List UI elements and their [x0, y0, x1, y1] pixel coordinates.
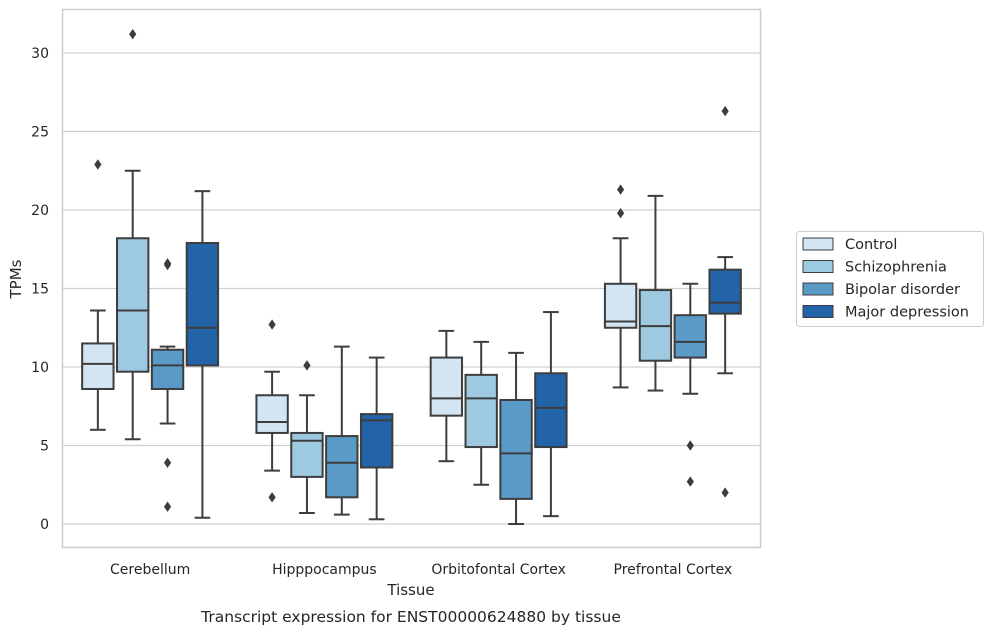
x-tick-label: Prefrontal Cortex [614, 562, 733, 578]
chart-title: Transcript expression for ENST0000062488… [200, 608, 621, 626]
box-iqr [708, 268, 742, 315]
box-mark [673, 282, 707, 487]
box-iqr [499, 398, 533, 500]
y-tick-label: 10 [31, 360, 49, 376]
legend-label: Major depression [845, 305, 969, 321]
legend-swatch [802, 282, 834, 296]
outlier-point [163, 457, 172, 468]
outlier-point [686, 476, 694, 487]
legend-label: Bipolar disorder [845, 282, 960, 298]
y-axis-ticks: 0 5 10 15 20 25 30 [31, 46, 49, 533]
box-mark [499, 351, 533, 525]
series-control [81, 159, 638, 503]
legend-swatch [802, 237, 834, 251]
y-tick-label: 20 [31, 203, 49, 219]
y-tick-label: 25 [31, 125, 49, 141]
box-iqr [359, 413, 394, 469]
legend-swatch [802, 305, 834, 318]
plot-frame [61, 8, 762, 549]
box-mark [534, 311, 568, 518]
box-iqr [81, 342, 115, 390]
y-axis-label: TPMs [7, 259, 25, 299]
outlier-point [686, 440, 694, 451]
series-major-depression [185, 105, 742, 521]
box-mark [81, 159, 115, 431]
outlier-point [721, 105, 729, 117]
box-series-group [81, 28, 742, 525]
box-iqr [464, 373, 498, 449]
box-mark [185, 190, 220, 519]
box-mark [116, 28, 150, 441]
legend-label: Schizophrenia [845, 260, 947, 276]
box-mark [464, 340, 498, 486]
box-mark [603, 184, 638, 389]
box-iqr [150, 348, 185, 390]
y-tick-label: 30 [31, 46, 49, 62]
x-axis-ticks: Cerebellum Hipppocampus Orbitofontal Corte… [110, 562, 732, 578]
box-mark [290, 360, 324, 515]
x-tick-label: Cerebellum [110, 562, 190, 578]
box-iqr [255, 394, 289, 434]
box-mark [255, 319, 289, 503]
legend-swatch [802, 260, 834, 273]
series-bipolar-disorder [150, 258, 707, 525]
box-iqr [325, 435, 359, 499]
box-iqr [429, 356, 464, 417]
series-schizophrenia [116, 28, 673, 515]
box-iqr [534, 372, 568, 449]
outlier-point [617, 207, 625, 219]
outlier-point [303, 360, 311, 371]
legend-frame [796, 231, 984, 327]
x-tick-label: Orbitofontal Cortex [431, 562, 566, 578]
box-mark [325, 345, 359, 516]
y-tick-label: 0 [40, 517, 49, 533]
outlier-point [268, 319, 276, 330]
legend: Control Schizophrenia Bipolar disorder Majo… [796, 231, 984, 327]
box-iqr [185, 241, 220, 367]
x-tick-label: Hipppocampus [272, 562, 377, 578]
outlier-point [163, 501, 172, 512]
outlier-point [721, 487, 729, 498]
box-iqr [290, 431, 324, 478]
box-iqr [673, 314, 707, 359]
box-iqr [116, 237, 150, 373]
box-mark [708, 105, 742, 498]
outlier-point [617, 184, 625, 195]
box-mark [429, 329, 464, 463]
outlier-point [94, 159, 102, 170]
box-mark [359, 356, 394, 521]
legend-label: Control [845, 237, 897, 253]
x-axis-label: Tissue [386, 581, 434, 599]
y-tick-label: 5 [40, 439, 49, 455]
box-iqr [603, 282, 638, 329]
y-tick-label: 15 [31, 282, 49, 298]
box-mark [638, 194, 673, 392]
outlier-point [163, 259, 172, 271]
outlier-point [129, 28, 137, 40]
box-mark [150, 258, 185, 512]
outlier-point [268, 492, 276, 503]
